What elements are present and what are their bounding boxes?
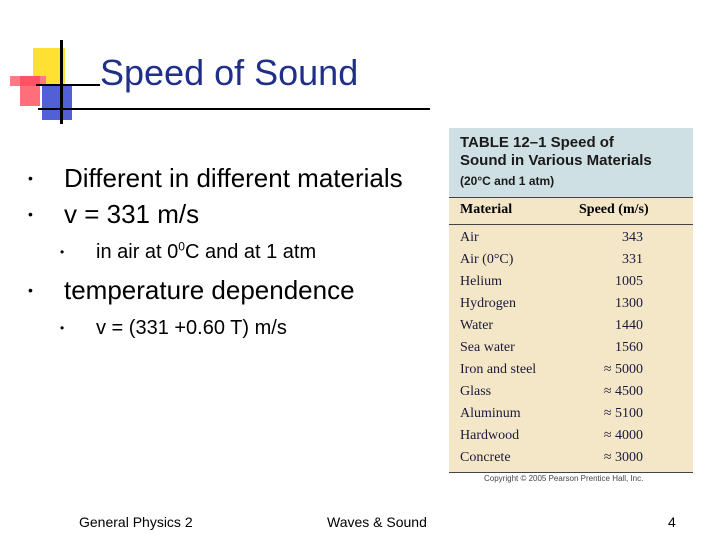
title-underline [38,108,430,110]
bullet-icon: • [28,206,33,222]
row-material: Air (0°C) [460,252,514,267]
row-material: Glass [460,384,492,399]
sub-bullet-item: • in air at 00C and at 1 atm [28,238,448,266]
row-speed: ≈ 5000 [603,362,643,377]
bullet-icon: • [28,282,33,298]
row-speed: ≈ 3000 [603,450,643,465]
bullet-icon: • [28,170,33,186]
table-body: Air 343 Air (0°C) 331 Helium 1005 Hydrogen 1300… [449,227,693,469]
table-title-line1: TABLE 12–1 Speed of [460,134,614,151]
row-material: Helium [460,274,502,289]
bullet-item: • Different in different materials [28,160,448,196]
row-speed: 1005 [615,274,643,289]
footer-course: General Physics 2 [79,514,193,530]
table-row: Water 1440 [449,315,693,337]
table-row: Hardwood ≈ 4000 [449,425,693,447]
table-row: Concrete ≈ 3000 [449,447,693,469]
superscript: 0 [178,239,185,254]
bullet-item: • temperature dependence [28,272,448,308]
bullet-icon: • [60,245,65,259]
row-speed: ≈ 4000 [603,428,643,443]
row-material: Air [460,230,479,245]
table-rule [449,224,693,225]
bullet-text: Different in different materials [64,163,403,193]
table-subtitle: (20°C and 1 atm) [460,174,555,188]
row-speed: ≈ 4500 [603,384,643,399]
table-title-line2: Sound in Various Materials [460,152,652,169]
bullet-item: • v = 331 m/s [28,196,448,232]
row-material: Hydrogen [460,296,516,311]
table-copyright: Copyright © 2005 Pearson Prentice Hall, … [484,474,644,483]
table-row: Iron and steel ≈ 5000 [449,359,693,381]
table-row: Air (0°C) 331 [449,249,693,271]
sub-bullet-text: in air at 0 [96,241,179,263]
row-speed: 1440 [615,318,643,333]
sub-bullet-text: v = (331 +0.60 T) m/s [96,317,287,339]
bullet-icon: • [60,321,65,335]
footer-topic: Waves & Sound [327,514,427,530]
row-material: Concrete [460,450,511,465]
sub-bullet-item: • v = (331 +0.60 T) m/s [28,314,448,342]
row-material: Hardwood [460,428,520,443]
table-row: Glass ≈ 4500 [449,381,693,403]
table-row: Aluminum ≈ 5100 [449,403,693,425]
bullet-list: • Different in different materials • v =… [28,160,448,348]
slide-title: Speed of Sound [100,52,359,93]
column-header-material: Material [460,202,513,217]
bullet-text: v = 331 m/s [64,199,200,229]
row-material: Water [460,318,494,333]
table-row: Helium 1005 [449,271,693,293]
slide-logo [10,40,100,124]
row-speed: 331 [622,252,643,267]
table-row: Sea water 1560 [449,337,693,359]
row-material: Aluminum [460,406,521,421]
table-row: Air 343 [449,227,693,249]
row-speed: 1560 [615,340,643,355]
table-rule [449,472,693,473]
row-speed: 1300 [615,296,643,311]
row-material: Iron and steel [460,362,537,377]
table-row: Hydrogen 1300 [449,293,693,315]
table-rule [449,197,693,198]
row-speed: ≈ 5100 [603,406,643,421]
table-title: TABLE 12–1 Speed of Sound in Various Mat… [460,134,690,170]
table-header-band [449,128,693,197]
row-speed: 343 [622,230,643,245]
bullet-text: temperature dependence [64,275,355,305]
column-header-speed: Speed (m/s) [579,202,649,217]
sub-bullet-text-rest: C and at 1 atm [184,241,317,263]
row-material: Sea water [460,340,515,355]
page-number: 4 [668,514,676,530]
